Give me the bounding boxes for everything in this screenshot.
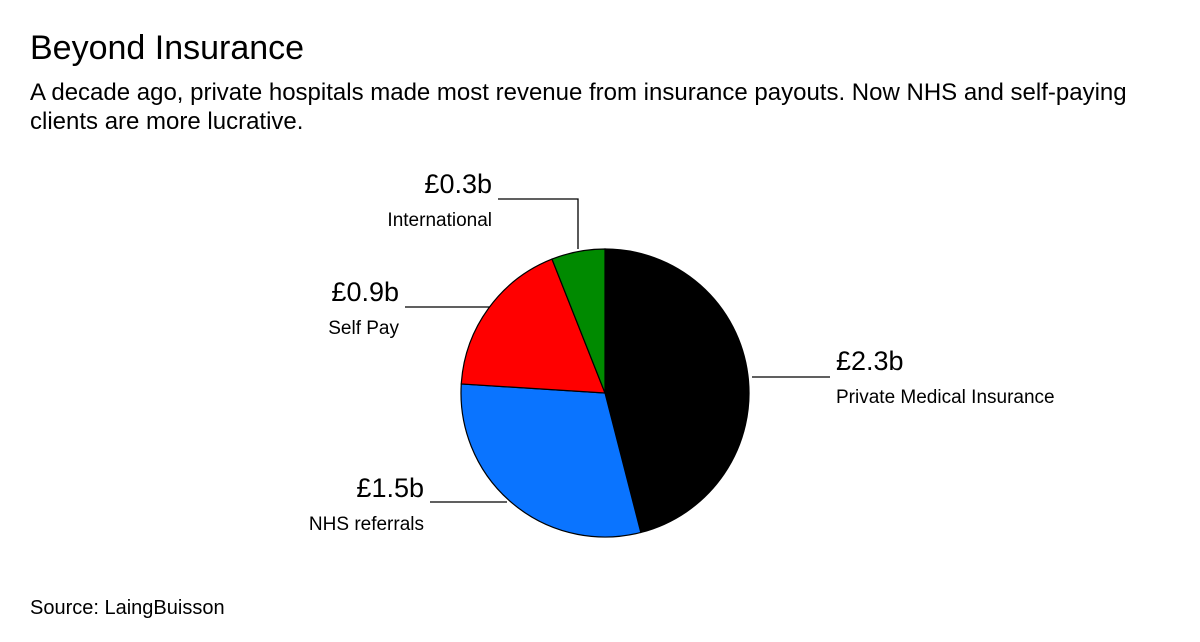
value-label-nhs-referrals: £1.5b [356,473,424,503]
pie-slice-private-medical-insurance [604,248,750,534]
category-label-international: International [387,210,492,231]
value-label-private-medical-insurance: £2.3b [836,346,904,376]
pie-slice-self-pay [460,258,606,394]
category-label-self-pay: Self Pay [328,318,399,339]
value-label-self-pay: £0.9b [331,277,399,307]
category-label-nhs-referrals: NHS referrals [309,514,424,535]
chart-title: Beyond Insurance [30,29,305,67]
chart-subtitle: A decade ago, private hospitals made mos… [30,79,1127,135]
category-label-private-medical-insurance: Private Medical Insurance [836,387,1055,408]
leader-line-international [498,198,579,249]
pie-slice-nhs-referrals [460,383,642,538]
source-note: Source: LaingBuisson [30,597,225,619]
pie-slice-international [551,248,606,394]
value-label-international: £0.3b [424,169,492,199]
